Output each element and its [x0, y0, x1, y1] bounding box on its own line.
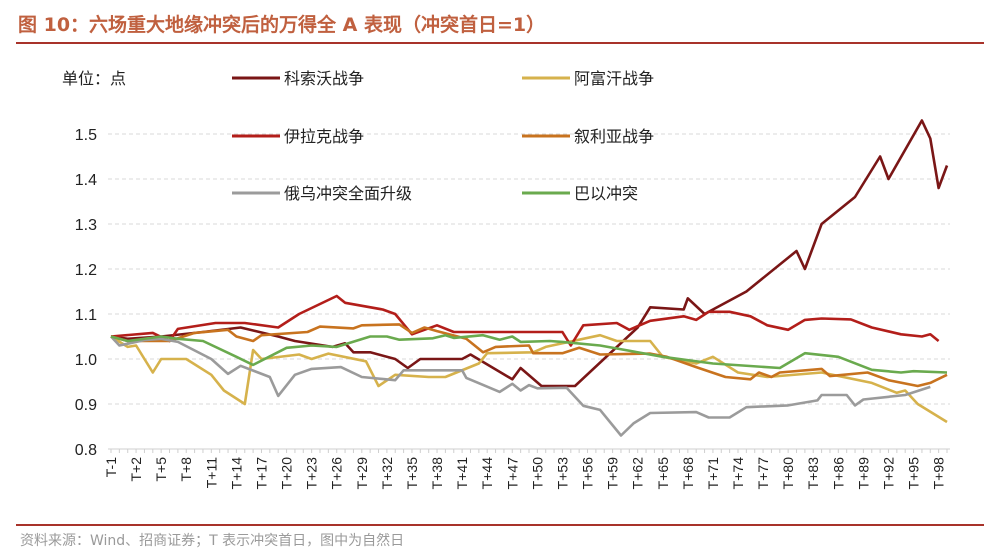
- legend-label: 科索沃战争: [284, 69, 364, 88]
- x-tick-label: T+98: [931, 457, 947, 490]
- x-tick-label: T+89: [855, 457, 871, 490]
- legend-label: 巴以冲突: [574, 184, 638, 203]
- x-tick-label: T+71: [705, 457, 721, 490]
- source-note: 资料来源：Wind、招商证券；T 表示冲突首日，图中为自然日: [20, 533, 405, 549]
- gridlines: [108, 133, 950, 450]
- x-tick-label: T+47: [504, 457, 520, 490]
- x-tick-label: T+50: [529, 457, 545, 490]
- y-axis-ticks: 0.8 0.9 1.0 1.1 1.2 1.3 1.4 1.5: [75, 127, 97, 459]
- x-tick-label: T+2: [128, 457, 144, 482]
- series-line-4: [110, 335, 931, 437]
- x-tick-label: T+44: [479, 457, 495, 490]
- x-tick-label: T+77: [755, 457, 771, 490]
- x-axis-ticks: T-1 T+2 T+5 T+8 T+11 T+14 T+17 T+20 T+23 T+26 T+29…: [103, 449, 948, 490]
- x-tick-label: T+8: [178, 457, 194, 482]
- x-tick-label: T+11: [203, 457, 219, 488]
- footer-divider: [16, 524, 984, 526]
- x-tick-label: T+38: [429, 457, 445, 490]
- x-tick-label: T+80: [780, 457, 796, 490]
- y-tick-label: 0.9: [75, 397, 97, 414]
- legend-label: 俄乌冲突全面升级: [284, 184, 412, 203]
- x-tick-label: T+14: [228, 457, 244, 490]
- x-tick-label: T+17: [253, 457, 269, 490]
- series-line-2: [110, 294, 940, 347]
- legend-label: 伊拉克战争: [284, 127, 364, 146]
- x-tick-label: T+29: [354, 457, 370, 490]
- y-tick-label: 1.5: [75, 127, 97, 144]
- x-tick-label: T+5: [153, 457, 169, 482]
- x-tick-label: T+20: [279, 457, 295, 490]
- series-lines: [110, 119, 949, 437]
- legend-label: 阿富汗战争: [574, 69, 654, 88]
- x-tick-label: T+53: [554, 457, 570, 490]
- y-tick-label: 1.4: [75, 172, 97, 189]
- y-tick-label: 1.2: [75, 262, 97, 279]
- legend-label: 叙利亚战争: [574, 127, 654, 146]
- x-tick-label: T+95: [906, 457, 922, 490]
- y-tick-label: 1.1: [75, 307, 97, 324]
- x-tick-label: T+62: [630, 457, 646, 490]
- series-line-3: [110, 323, 948, 388]
- x-tick-label: T+86: [830, 457, 846, 490]
- x-tick-label: T+59: [605, 457, 621, 490]
- x-tick-label: T+23: [304, 457, 320, 490]
- y-tick-label: 0.8: [75, 442, 97, 459]
- y-tick-label: 1.0: [75, 352, 97, 369]
- x-tick-label: T+35: [404, 457, 420, 490]
- x-tick-label: T+65: [655, 457, 671, 490]
- x-tick-label: T+74: [730, 457, 746, 490]
- x-tick-label: T-1: [103, 457, 119, 477]
- x-tick-label: T+56: [580, 457, 596, 490]
- x-tick-label: T+26: [329, 457, 345, 490]
- x-tick-label: T+92: [880, 457, 896, 490]
- x-tick-label: T+41: [454, 457, 470, 490]
- series-line-0: [110, 119, 949, 388]
- x-tick-label: T+83: [805, 457, 821, 490]
- series-line-1: [110, 333, 948, 424]
- unit-label: 单位：点: [62, 69, 126, 88]
- y-tick-label: 1.3: [75, 217, 97, 234]
- chart-title: 图 10：六场重大地缘冲突后的万得全 A 表现（冲突首日=1）: [18, 14, 546, 36]
- title-divider: [16, 42, 984, 44]
- series-line-5: [110, 333, 948, 374]
- x-tick-label: T+32: [379, 457, 395, 490]
- x-tick-label: T+68: [680, 457, 696, 490]
